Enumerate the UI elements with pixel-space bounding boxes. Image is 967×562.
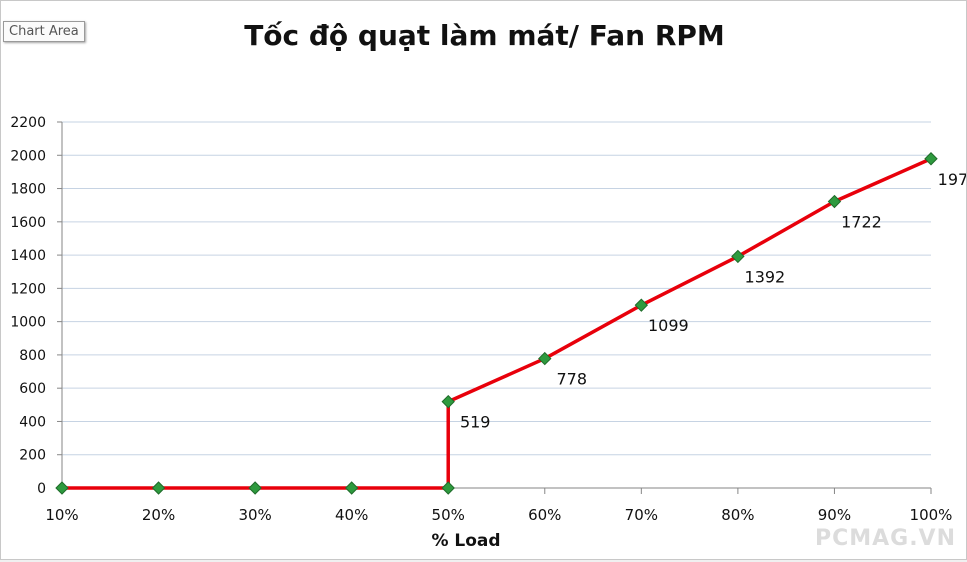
data-label: 1722: [841, 213, 882, 232]
y-tick-label: 1200: [10, 281, 46, 297]
watermark-logo: PCMAG.VN: [814, 526, 956, 551]
data-point-marker: [731, 249, 745, 264]
data-label: 1392: [745, 267, 786, 286]
y-tick-label: 0: [37, 481, 46, 497]
data-label: 778: [557, 370, 588, 389]
y-tick-label: 2000: [10, 148, 46, 164]
x-tick-label: 70%: [625, 506, 658, 524]
y-tick-label: 600: [19, 381, 46, 397]
x-tick-label: 90%: [818, 506, 851, 524]
data-labels: 519 778 1099 1392 1722 1979: [460, 170, 966, 432]
data-point-marker: [538, 351, 552, 366]
y-tick-label: 1600: [10, 215, 46, 231]
y-tick-label: 1000: [10, 315, 46, 331]
x-tick-label: 100%: [910, 506, 953, 524]
data-point-marker: [924, 152, 938, 166]
y-tick-labels: 0 200 400 600 800 1000 1200 1400 1600 1800 2000 220…: [10, 115, 46, 497]
y-tick-label: 200: [19, 448, 46, 464]
chart-area-tooltip: Chart Area: [3, 21, 85, 42]
y-tick-label: 1800: [10, 182, 46, 198]
series-line: [62, 157, 932, 490]
data-label: 519: [460, 413, 491, 432]
x-tick-labels: 10% 20% 30% 40% 50% 60% 70% 80% 90% 100%: [45, 506, 952, 524]
x-tick-label: 60%: [528, 506, 561, 524]
y-tick-label: 1400: [10, 248, 46, 264]
x-axis-label: % Load: [431, 531, 500, 551]
data-point-marker: [344, 481, 359, 495]
x-tick-label: 50%: [432, 506, 465, 524]
y-tick-label: 800: [19, 348, 46, 364]
chart-title: Tốc độ quạt làm mát/ Fan RPM: [244, 19, 725, 52]
x-tick-label: 40%: [335, 506, 368, 524]
x-tick-label: 20%: [142, 506, 175, 524]
series: [55, 152, 938, 495]
y-tick-label: 2200: [10, 115, 46, 131]
data-point-marker: [441, 394, 455, 409]
data-point-marker: [827, 194, 842, 209]
gridlines: [62, 121, 931, 456]
data-point-marker: [248, 481, 262, 495]
data-point-marker: [634, 298, 649, 312]
x-tick-label: 30%: [238, 506, 271, 524]
x-tick-label: 10%: [45, 506, 78, 524]
data-label: 1099: [648, 316, 689, 335]
data-label: 1979: [938, 170, 966, 189]
data-point-marker: [441, 481, 455, 495]
data-point-marker: [55, 481, 69, 495]
y-tick-label: 400: [19, 414, 46, 430]
axes: [57, 121, 932, 494]
data-point-marker: [151, 481, 166, 495]
x-tick-label: 80%: [721, 506, 754, 524]
